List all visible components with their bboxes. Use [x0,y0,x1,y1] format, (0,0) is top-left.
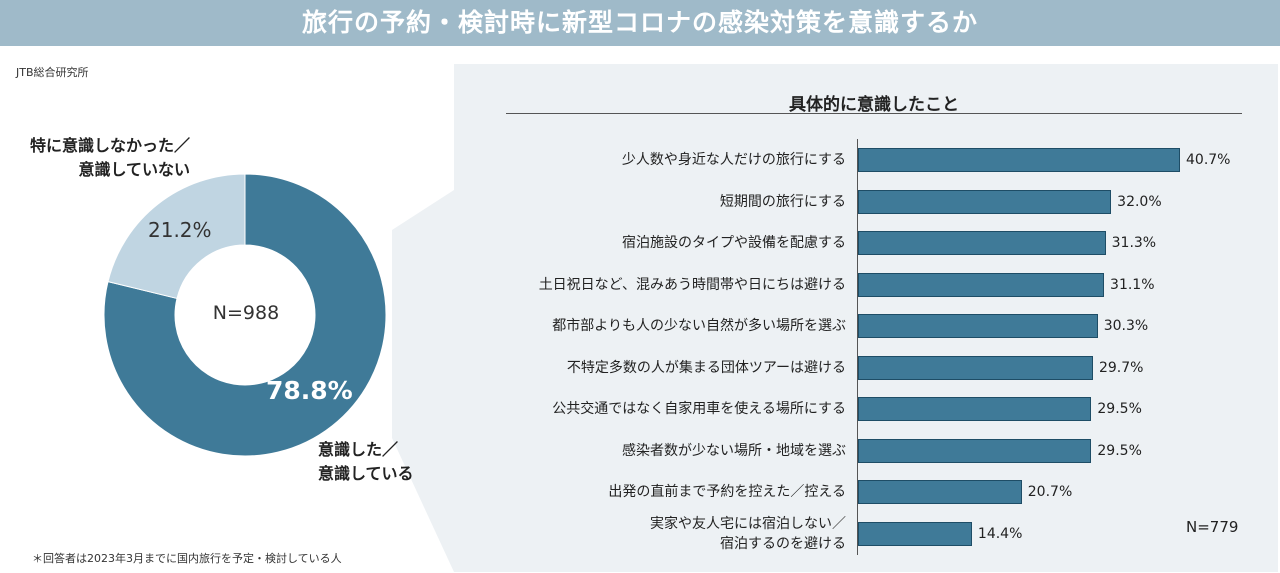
category-label: 都市部よりも人の少ない自然が多い場所を選ぶ [552,316,846,336]
bar-value-label: 29.7% [1098,359,1144,376]
category-label-line: 宿泊するのを避ける [720,535,846,552]
category-label-line: 都市部よりも人の少ない自然が多い場所を選ぶ [552,318,846,334]
category-label: 短期間の旅行にする [720,192,846,212]
donut-center-label: N=988 [212,302,280,324]
bar [858,355,1093,380]
bar [858,438,1092,463]
category-label-line: 不特定多数の人が集まる団体ツアーは避ける [566,359,846,376]
category-label-line: 出発の直前まで予約を控えた／控える [608,484,846,500]
chart-title: 旅行の予約・検討時に新型コロナの感染対策を意識するか [301,8,978,37]
bar [858,521,972,546]
bar-axis-line [857,139,858,555]
bar [858,314,1098,338]
category-label: 公共交通ではなく自家用車を使える場所にする [552,399,846,419]
bar-value-label: 30.3% [1103,318,1149,334]
category-label: 実家や友人宅には宿泊しない／ 宿泊するのを避ける [650,514,846,554]
category-label-line: 実家や友人宅には宿泊しない／ [650,515,846,532]
slice-value-conscious: 78.8% [266,376,353,405]
category-label: 不特定多数の人が集まる団体ツアーは避ける [567,358,846,378]
title-underline [506,113,1242,114]
category-label: 感染者数が少ない場所・地域を選ぶ [622,441,846,461]
bar [858,189,1112,214]
bar [858,231,1106,255]
donut-chart [103,173,387,457]
slice-value-not-conscious: 21.2% [148,218,212,242]
category-label-line: 公共交通ではなく自家用車を使える場所にする [552,401,846,417]
bar [858,397,1092,421]
title-bar [0,0,1280,46]
category-label: 宿泊施設のタイプや設備を配慮する [622,233,846,253]
bar-chart-n-label: N=779 [1186,518,1239,536]
category-label-line: 宿泊施設のタイプや設備を配慮する [622,235,846,251]
footnote: ＊回答者は2023年3月までに国内旅行を予定・検討している人 [32,552,342,565]
slice-label-conscious: 意識した／ 意識している [318,438,414,486]
slice-label-line: 意識している [318,464,414,483]
category-label-line: 短期間の旅行にする [719,193,846,210]
bar-value-label: 14.4% [977,525,1023,542]
category-label-line: 少人数や身近な人だけの旅行にする [621,152,846,168]
category-label-line: 感染者数が少ない場所・地域を選ぶ [622,442,846,459]
source-label: JTB総合研究所 [16,66,89,79]
slice-label-line: 意識していない [78,160,190,179]
category-label-line: 土日祝日など、混みあう時間帯や日にちは避ける [538,276,846,293]
bar-value-label: 29.5% [1097,442,1142,459]
donut-slice-not-conscious [107,173,246,300]
bar-value-label: 31.3% [1111,235,1157,251]
donut-slice-conscious [103,173,387,457]
bar [858,480,1022,504]
slice-label-not-conscious: 特に意識しなかった／ 意識していない [30,134,190,182]
bar [858,272,1105,297]
category-label: 土日祝日など、混みあう時間帯や日にちは避ける [539,275,846,295]
bar-value-label: 32.0% [1117,193,1162,210]
bar-value-label: 31.1% [1110,276,1155,293]
bar [858,148,1180,172]
bar-value-label: 29.5% [1097,401,1142,417]
slice-label-line: 意識した／ [318,440,399,459]
bar-value-label: 40.7% [1186,152,1231,168]
category-label: 少人数や身近な人だけの旅行にする [622,150,846,170]
category-label: 出発の直前まで予約を控えた／控える [608,482,846,502]
slice-label-line: 特に意識しなかった／ [29,136,190,155]
bar-value-label: 20.7% [1027,484,1073,500]
bar-chart-title: 具体的に意識したこと [789,95,959,115]
